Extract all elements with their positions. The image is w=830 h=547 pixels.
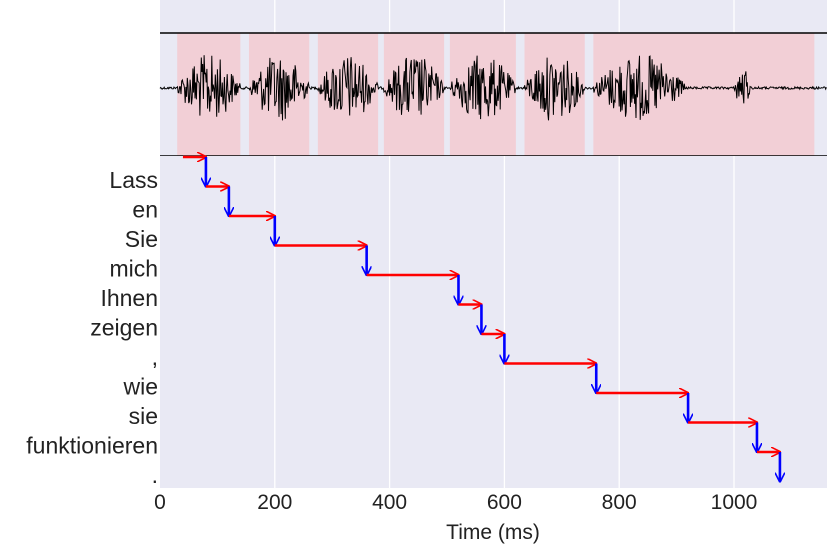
target-token-3: mich [109,256,158,282]
x-axis-label: Time (ms) [446,521,540,544]
x-tick-1000: 1000 [711,491,758,514]
translation-step-panel [160,156,827,488]
x-axis-ticks: 0 200 400 600 800 1000 [154,491,757,514]
x-tick-800: 800 [602,491,637,514]
x-tick-400: 400 [372,491,407,514]
word-segment-you [383,33,445,156]
step-panel-background [160,156,827,488]
target-token-2: Sie [125,226,158,252]
target-token-9: funktionieren [26,433,158,459]
target-token-7: wie [122,374,158,400]
target-token-labels: Lass en Sie mich Ihnen zeigen, wie sie funktioni… [26,167,158,488]
target-token-8: sie [129,403,158,429]
target-token-6: , [152,344,158,370]
word-segment-show [317,33,379,156]
target-token-1: en [132,197,158,223]
x-tick-0: 0 [154,491,166,514]
word-segment-how [449,33,516,156]
target-token-0: Lass [109,167,158,193]
waveform-panel [159,0,827,157]
target-token-5: zeigen [90,315,158,341]
target-token-4: Ihnen [100,285,158,311]
audio-waveform [159,55,827,121]
target-token-10: . [152,462,158,488]
step-panel-gridlines [274,156,735,488]
x-tick-600: 600 [487,491,522,514]
x-tick-200: 200 [257,491,292,514]
read-write-steps [182,157,780,482]
